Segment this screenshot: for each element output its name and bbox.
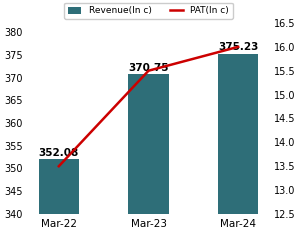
Bar <box>39 159 79 233</box>
Text: 375.23: 375.23 <box>218 42 258 52</box>
Text: 370.75: 370.75 <box>128 63 169 73</box>
Text: 352.08: 352.08 <box>39 148 79 158</box>
Bar <box>218 54 258 233</box>
Legend: Revenue(In c), PAT(In c): Revenue(In c), PAT(In c) <box>64 3 233 19</box>
Bar <box>128 74 169 233</box>
